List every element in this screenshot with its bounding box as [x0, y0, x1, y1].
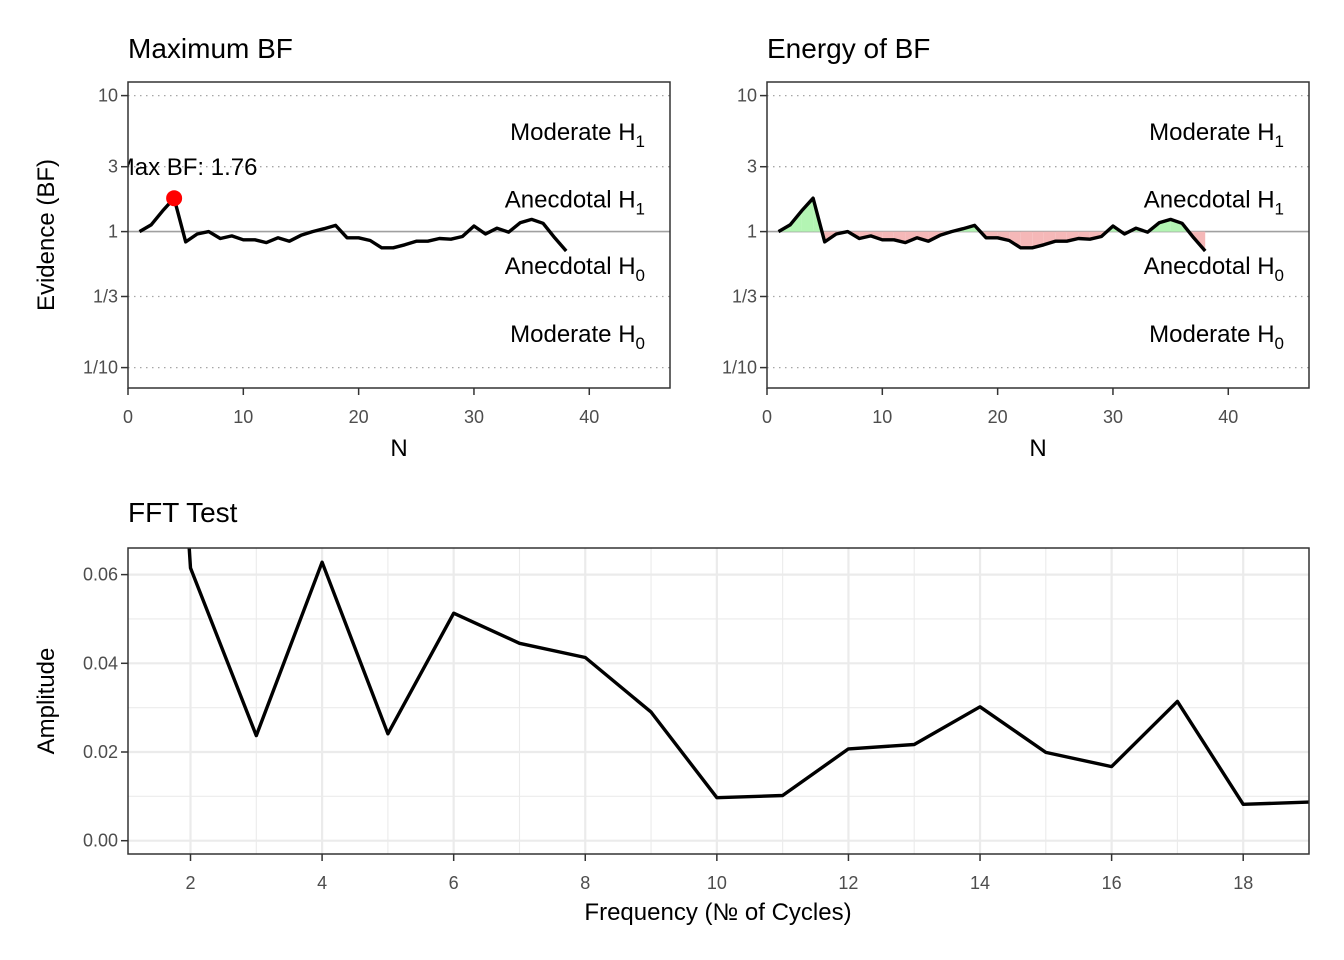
- y-tick-label: 10: [737, 86, 757, 106]
- bf-sequential-line: [138, 196, 568, 253]
- x-tick-label: 4: [317, 873, 327, 893]
- energy-fill-segment: [1020, 231, 1033, 248]
- evidence-region-label: Moderate H0: [510, 321, 645, 353]
- y-tick-label: 0.02: [83, 742, 118, 762]
- x-tick-label: 6: [449, 873, 459, 893]
- energy-bf-panel: Energy of BF Moderate H1 Anecdotal H1 Anec…: [722, 33, 1310, 462]
- y-tick-label: 1/10: [83, 358, 118, 378]
- x-tick-label: 20: [988, 407, 1008, 427]
- energy-bf-line-layer: [777, 196, 1207, 253]
- max-bf-annotation-label: Max BF: 1.76: [115, 154, 258, 181]
- energy-bf-ticks: 10 3 1 1/3 1/10 0 10 20 30 40: [722, 86, 1238, 427]
- x-tick-label: 12: [838, 873, 858, 893]
- fft-grid: [128, 548, 1310, 854]
- x-tick-label: 10: [233, 407, 253, 427]
- evidence-region-label: Moderate H1: [510, 119, 645, 151]
- x-tick-label: 10: [707, 873, 727, 893]
- max-bf-x-axis-title: N: [390, 435, 407, 462]
- y-tick-label: 0.06: [83, 565, 118, 585]
- energy-fill-segment: [1055, 231, 1067, 242]
- fft-title: FFT Test: [128, 497, 238, 528]
- y-tick-label: 0.04: [83, 653, 118, 673]
- x-tick-label: 18: [1233, 873, 1253, 893]
- max-bf-point: [166, 190, 183, 207]
- evidence-region-label: Anecdotal H1: [1144, 187, 1284, 219]
- x-tick-label: 20: [349, 407, 369, 427]
- evidence-region-label: Anecdotal H0: [1144, 253, 1284, 285]
- y-tick-label: 1/10: [722, 358, 757, 378]
- max-bf-panel-border: [127, 81, 671, 389]
- evidence-region-label: Anecdotal H1: [505, 187, 645, 219]
- y-tick-label: 3: [747, 157, 757, 177]
- fft-ticks: 0.00 0.02 0.04 0.06 2 4 6 8 10 12 14 16 18: [83, 565, 1253, 893]
- x-tick-label: 8: [580, 873, 590, 893]
- fft-amplitude-line: [187, 548, 1309, 806]
- x-tick-label: 2: [185, 873, 195, 893]
- energy-bf-x-axis-title: N: [1029, 435, 1046, 462]
- max-bf-grid: [128, 94, 670, 369]
- max-bf-line-layer: [138, 196, 568, 253]
- x-tick-label: 0: [762, 407, 772, 427]
- fft-panel-border: [127, 547, 1310, 855]
- evidence-region-label: Anecdotal H0: [505, 253, 645, 285]
- energy-fill-segment: [1032, 231, 1044, 248]
- energy-fill-segment: [801, 198, 814, 232]
- energy-bf-panel-border: [766, 81, 1310, 389]
- fft-y-axis-title: Amplitude: [33, 648, 60, 755]
- y-tick-label: 1/3: [732, 286, 757, 306]
- max-bf-region-labels: Moderate H1 Anecdotal H1 Anecdotal H0 Moder…: [505, 119, 645, 353]
- y-tick-label: 1/3: [93, 286, 118, 306]
- y-tick-label: 0.00: [83, 831, 118, 851]
- evidence-region-label: Moderate H0: [1149, 321, 1284, 353]
- y-tick-label: 3: [108, 157, 118, 177]
- x-tick-label: 30: [464, 407, 484, 427]
- energy-fill-segment: [882, 231, 894, 240]
- fft-x-axis-title: Frequency (№ of Cycles): [584, 899, 851, 926]
- max-bf-panel: Maximum BF Moderate H1 Anecdotal H1 Anecdo…: [33, 33, 671, 462]
- x-tick-label: 0: [123, 407, 133, 427]
- x-tick-label: 10: [872, 407, 892, 427]
- max-bf-title: Maximum BF: [128, 33, 293, 64]
- x-tick-label: 14: [970, 873, 990, 893]
- energy-bf-fill: [778, 198, 1206, 252]
- x-tick-label: 30: [1103, 407, 1123, 427]
- fft-panel: FFT Test 0.000.020.040.062 4 6 8 10 12 14 16 18 …: [33, 497, 1310, 926]
- y-tick-label: 1: [108, 222, 118, 242]
- energy-bf-title: Energy of BF: [767, 33, 930, 64]
- x-tick-label: 40: [579, 407, 599, 427]
- energy-fill-segment: [1009, 231, 1021, 248]
- max-bf-ticks: 10 3 1 1/3 1/10 0 10 20 30 40: [83, 86, 599, 427]
- energy-bf-region-labels: Moderate H1 Anecdotal H1 Anecdotal H0 Moder…: [1144, 119, 1284, 353]
- bf-sequential-line: [777, 196, 1207, 253]
- fft-line-layer: [187, 548, 1309, 806]
- x-tick-label: 16: [1102, 873, 1122, 893]
- y-tick-label: 1: [747, 222, 757, 242]
- evidence-region-label: Moderate H1: [1149, 119, 1284, 151]
- y-tick-label: 10: [98, 86, 118, 106]
- max-bf-y-axis-title: Evidence (BF): [33, 159, 60, 311]
- x-tick-label: 40: [1218, 407, 1238, 427]
- max-bf-annotation: Max BF: 1.76: [115, 154, 258, 207]
